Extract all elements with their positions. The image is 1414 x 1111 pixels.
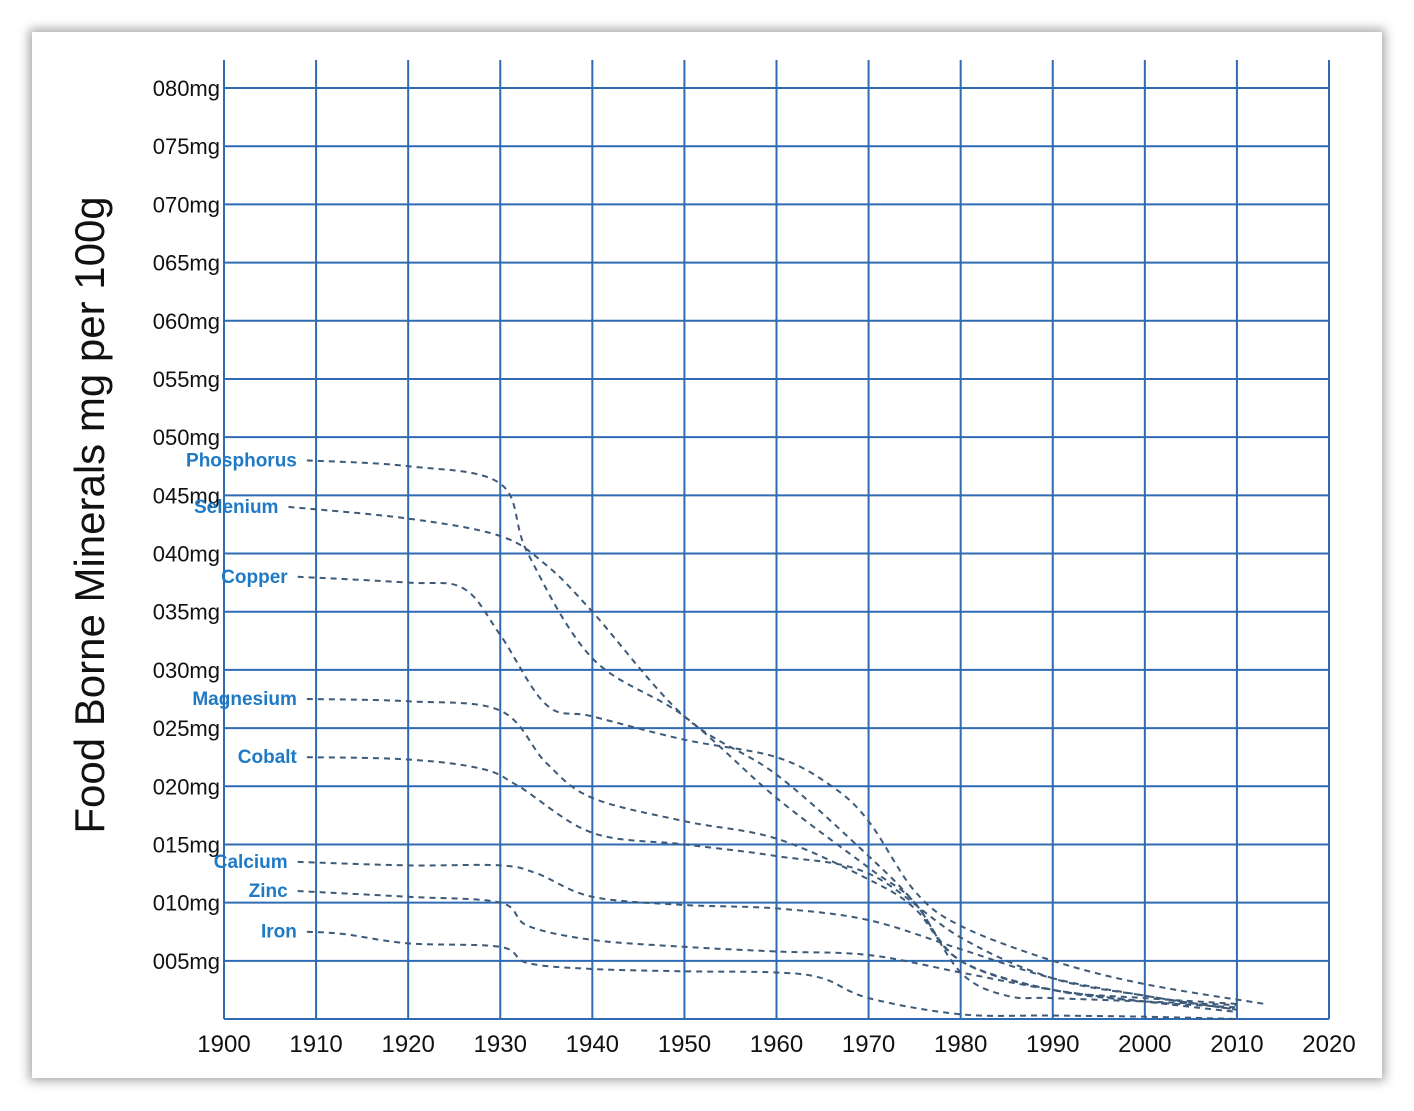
- y-tick-label: 045mg: [153, 483, 220, 508]
- series-line-zinc: [297, 890, 1238, 1013]
- y-axis-label: Food Borne Minerals mg per 100g: [66, 196, 113, 833]
- series-line-phosphorus: [306, 459, 1237, 1006]
- series-line-iron: [306, 930, 1237, 1020]
- series-label-phosphorus: Phosphorus: [186, 450, 297, 471]
- series-line-cobalt: [306, 756, 1238, 1011]
- x-tick-label: 1910: [289, 1031, 342, 1058]
- x-tick-label: 2010: [1210, 1031, 1263, 1058]
- x-tick-label: 1930: [474, 1031, 527, 1058]
- x-tick-label: 1940: [566, 1031, 619, 1058]
- series-label-magnesium: Magnesium: [192, 689, 297, 710]
- y-tick-label: 035mg: [153, 600, 220, 625]
- x-tick-label: 1980: [934, 1031, 987, 1058]
- x-tick-label: 2020: [1302, 1031, 1355, 1058]
- y-axis-ticks: 005mg 010mg 015mg 020mg 025mg 030mg 035mg 040mg…: [153, 76, 220, 974]
- series-label-cobalt: Cobalt: [238, 747, 298, 768]
- y-tick-label: 070mg: [153, 192, 220, 217]
- y-tick-label: 040mg: [153, 542, 220, 567]
- y-tick-label: 065mg: [153, 251, 220, 276]
- series-label-copper: Copper: [221, 567, 288, 588]
- y-tick-label: 015mg: [153, 832, 220, 857]
- x-tick-label: 1970: [842, 1031, 895, 1058]
- series-label-zinc: Zinc: [249, 881, 288, 902]
- x-tick-label: 1990: [1026, 1031, 1079, 1058]
- x-axis-ticks: 1900 1910 1920 1930 1940 1950 1960 1970 1980 1990…: [197, 1031, 1355, 1058]
- series-line-selenium: [288, 505, 1237, 1005]
- y-tick-label: 055mg: [153, 367, 220, 392]
- y-tick-label: 050mg: [153, 425, 220, 450]
- series-label-selenium: Selenium: [194, 497, 278, 518]
- y-tick-label: 020mg: [153, 774, 220, 799]
- x-tick-label: 1960: [750, 1031, 803, 1058]
- series-label-iron: Iron: [261, 922, 297, 943]
- y-tick-label: 030mg: [153, 658, 220, 683]
- chart-card: [32, 32, 1382, 1078]
- series-label-calcium: Calcium: [214, 852, 288, 873]
- series-line-copper: [297, 575, 1265, 1005]
- series-lines: [288, 459, 1265, 1020]
- grid: [223, 60, 1330, 1020]
- y-tick-label: 025mg: [153, 716, 220, 741]
- x-tick-label: 1920: [381, 1031, 434, 1058]
- series-labels: Phosphorus Selenium Copper Magnesium Cobalt C…: [186, 450, 298, 942]
- y-tick-label: 080mg: [153, 76, 220, 101]
- x-tick-label: 2000: [1118, 1031, 1171, 1058]
- y-tick-label: 010mg: [153, 891, 220, 916]
- series-line-calcium: [297, 860, 1238, 1011]
- y-tick-label: 075mg: [153, 134, 220, 159]
- x-tick-label: 1950: [658, 1031, 711, 1058]
- x-tick-label: 1900: [197, 1031, 250, 1058]
- series-line-magnesium: [306, 698, 1237, 1009]
- y-tick-label: 060mg: [153, 309, 220, 334]
- y-tick-label: 005mg: [153, 949, 220, 974]
